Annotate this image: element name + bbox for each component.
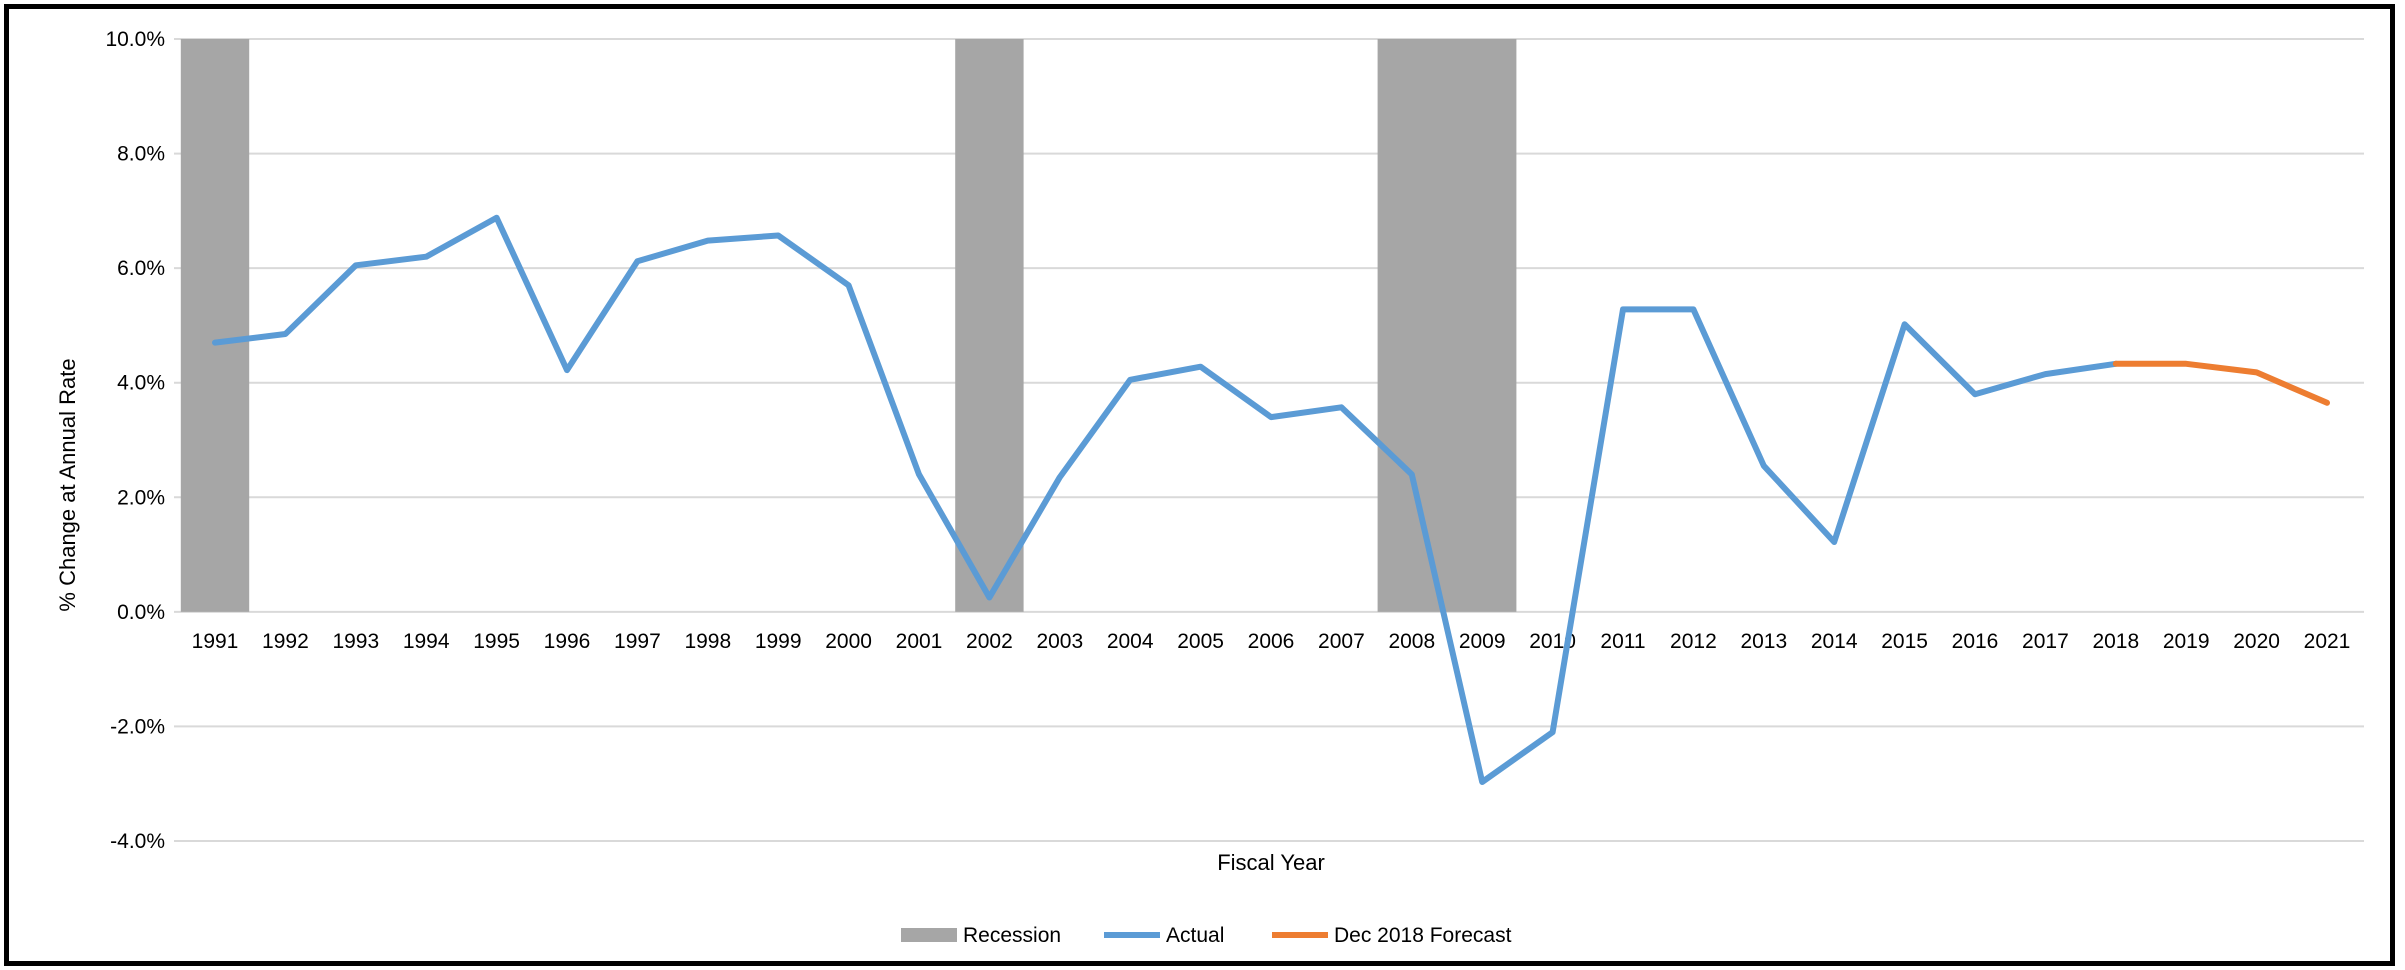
x-tick-label: 2008 <box>1388 630 1435 653</box>
x-tick-label: 2013 <box>1740 630 1787 653</box>
y-tick-label: 8.0% <box>117 143 165 166</box>
x-tick-label: 1996 <box>544 630 591 653</box>
x-tick-label: 1997 <box>614 630 661 653</box>
y-axis-label: % Change at Annual Rate <box>55 358 80 611</box>
y-tick-label: -2.0% <box>110 715 165 738</box>
y-tick-label: -4.0% <box>110 830 165 853</box>
x-tick-label: 2017 <box>2022 630 2069 653</box>
y-tick-label: 0.0% <box>117 601 165 624</box>
x-tick-label: 2002 <box>966 630 1013 653</box>
x-tick-label: 2003 <box>1036 630 1083 653</box>
x-tick-label: 2014 <box>1811 630 1858 653</box>
recession-band <box>955 39 1024 612</box>
series-lines <box>212 214 2330 785</box>
x-tick-label: 2004 <box>1107 630 1154 653</box>
legend-swatch-recession <box>901 928 957 942</box>
recession-band <box>180 39 250 612</box>
y-tick-label: 4.0% <box>117 372 165 395</box>
x-tick-label: 1994 <box>403 630 450 653</box>
x-axis-ticks: 1991 1992 1993 1994 1995 1996 1997 1998 1999 2000… <box>192 630 2351 653</box>
legend-label-recession: Recession <box>963 924 1061 947</box>
line-chart: -4.0% -2.0% 0.0% 2.0% 4.0% 6.0% 8.0% 10.0% 1991… <box>55 28 2364 947</box>
x-tick-label: 1993 <box>332 630 379 653</box>
x-tick-label: 2018 <box>2092 630 2139 653</box>
y-tick-label: 6.0% <box>117 257 165 280</box>
legend-label-actual: Actual <box>1166 924 1224 947</box>
x-tick-label: 2001 <box>896 630 943 653</box>
y-tick-label: 2.0% <box>117 486 165 509</box>
chart-frame: -4.0% -2.0% 0.0% 2.0% 4.0% 6.0% 8.0% 10.0% 1991… <box>4 4 2395 966</box>
recession-band <box>1377 39 1517 612</box>
gridlines <box>174 38 2364 842</box>
series-line-actual <box>212 214 2119 785</box>
x-tick-label: 1998 <box>684 630 731 653</box>
y-axis-ticks: -4.0% -2.0% 0.0% 2.0% 4.0% 6.0% 8.0% 10.0% <box>105 28 165 853</box>
x-tick-label: 2006 <box>1248 630 1295 653</box>
series-line-dec-2018-forecast <box>2112 360 2330 406</box>
x-tick-label: 2012 <box>1670 630 1717 653</box>
legend-label-forecast: Dec 2018 Forecast <box>1334 924 1512 947</box>
x-tick-label: 2020 <box>2233 630 2280 653</box>
x-tick-label: 2015 <box>1881 630 1928 653</box>
x-tick-label: 2016 <box>1952 630 1999 653</box>
x-tick-label: 1999 <box>755 630 802 653</box>
x-tick-label: 1992 <box>262 630 309 653</box>
x-tick-label: 1995 <box>473 630 520 653</box>
x-tick-label: 2005 <box>1177 630 1224 653</box>
x-tick-label: 1991 <box>192 630 239 653</box>
y-tick-label: 10.0% <box>105 28 165 51</box>
x-tick-label: 2011 <box>1600 630 1645 653</box>
recession-bands <box>180 39 1517 612</box>
x-tick-label: 2009 <box>1459 630 1506 653</box>
x-tick-label: 2000 <box>825 630 872 653</box>
legend: Recession Actual Dec 2018 Forecast <box>901 924 1512 947</box>
x-axis-label: Fiscal Year <box>1217 850 1325 875</box>
x-tick-label: 2007 <box>1318 630 1365 653</box>
x-tick-label: 2019 <box>2163 630 2210 653</box>
x-tick-label: 2021 <box>2304 630 2351 653</box>
